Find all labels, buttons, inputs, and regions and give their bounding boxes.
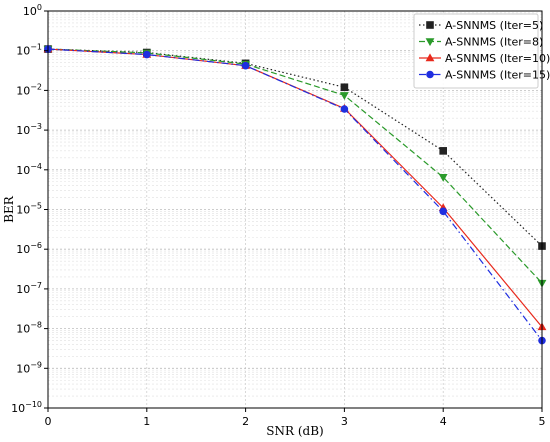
y-tick-exponent: −1: [30, 43, 42, 52]
y-tick-exponent: −5: [30, 202, 42, 211]
y-tick-exponent: −3: [30, 122, 42, 131]
x-tick-label: 4: [440, 415, 447, 428]
y-tick-base: 10: [16, 243, 30, 256]
y-tick-base: 10: [16, 164, 30, 177]
x-axis: 0 1 2 3 4 5: [45, 408, 546, 428]
x-tick-label: 3: [341, 415, 348, 428]
y-tick-label: 10−6: [16, 241, 42, 256]
y-tick-exponent: −2: [30, 82, 42, 91]
series-line: [47, 48, 543, 284]
data-point: [241, 61, 250, 70]
legend-label: A-SNNMS (Iter=10): [445, 52, 550, 65]
y-tick-base: 10: [16, 45, 30, 58]
x-tick-label: 1: [143, 415, 150, 428]
series-line: [47, 48, 543, 247]
y-tick-exponent: −7: [30, 281, 42, 290]
legend-marker: [425, 53, 435, 62]
y-tick-exponent: −8: [30, 321, 42, 330]
data-point: [439, 207, 448, 216]
y-tick-label: 10−4: [16, 162, 42, 177]
y-tick-label: 10−1: [16, 43, 42, 58]
y-tick-label: 10−3: [16, 122, 42, 137]
x-tick-label: 5: [539, 415, 546, 428]
y-tick-label: 10−2: [16, 82, 42, 97]
legend-marker: [426, 70, 434, 79]
y-tick-base: 10: [16, 283, 30, 296]
x-tick-label: 0: [45, 415, 52, 428]
data-point: [340, 105, 349, 113]
data-point: [340, 83, 349, 92]
y-tick-label: 10−8: [16, 321, 42, 336]
y-tick-exponent: −10: [25, 400, 42, 409]
y-tick-base: 10: [23, 5, 37, 18]
y-tick-base: 10: [16, 84, 30, 97]
series-line: [47, 48, 543, 341]
y-tick-label: 10−7: [16, 281, 42, 296]
y-tick-base: 10: [11, 402, 25, 415]
data-point: [439, 147, 447, 155]
y-axis: 10010−110−210−310−410−510−610−710−810−91…: [11, 3, 48, 415]
y-tick-base: 10: [16, 362, 30, 375]
legend-label: A-SNNMS (Iter=5): [445, 19, 543, 32]
series-layer: [43, 44, 547, 345]
legend-item: A-SNNMS (Iter=10): [419, 52, 550, 65]
y-tick-label: 10−10: [11, 400, 42, 415]
series-4: [44, 45, 546, 345]
data-point: [143, 50, 151, 59]
x-axis-label: SNR (dB): [266, 424, 323, 438]
y-tick-base: 10: [16, 323, 30, 336]
legend-item: A-SNNMS (Iter=8): [419, 36, 543, 49]
series-line: [47, 48, 543, 328]
y-tick-base: 10: [16, 204, 30, 217]
y-axis-label: BER: [2, 195, 16, 223]
data-point: [340, 92, 349, 100]
y-tick-exponent: −9: [30, 360, 42, 369]
legend-box: [413, 13, 539, 89]
y-tick-label: 100: [23, 3, 42, 18]
y-tick-base: 10: [16, 124, 30, 137]
legend-label: A-SNNMS (Iter=8): [445, 36, 543, 49]
data-point: [438, 174, 448, 182]
y-tick-exponent: 0: [37, 3, 42, 12]
y-tick-label: 10−5: [16, 202, 42, 217]
legend-marker: [425, 38, 435, 47]
legend-label: A-SNNMS (Iter=15): [445, 69, 550, 82]
x-tick-label: 2: [242, 415, 249, 428]
legend-item: A-SNNMS (Iter=15): [419, 69, 550, 82]
y-tick-exponent: −6: [30, 241, 42, 250]
y-tick-label: 10−9: [16, 360, 42, 375]
y-tick-exponent: −4: [30, 162, 42, 171]
legend-item: A-SNNMS (Iter=5): [419, 19, 543, 32]
legend: A-SNNMS (Iter=5) A-SNNMS (Iter=8) A-SNNMS …: [413, 13, 550, 89]
legend-marker: [426, 21, 434, 29]
